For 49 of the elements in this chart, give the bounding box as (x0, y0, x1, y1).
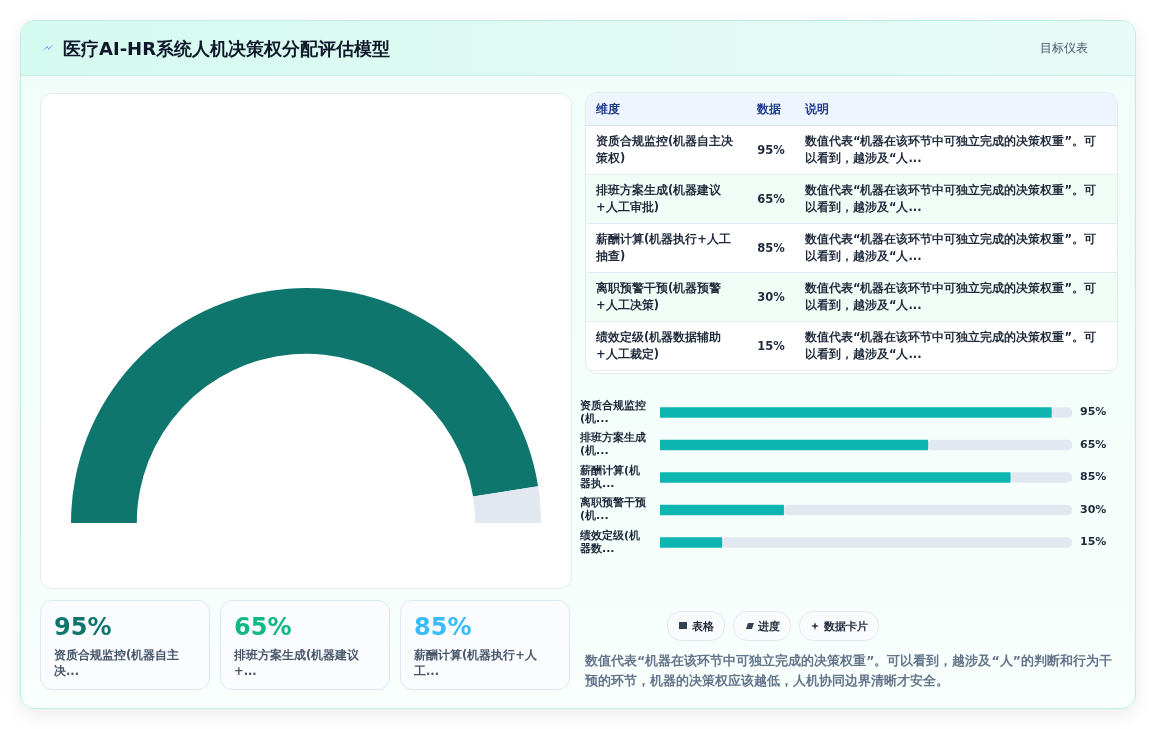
text: 医疗AI-HR系统人机决策权分配评估模型 (63, 37, 391, 61)
bar (721, 537, 1072, 548)
text: 维度 (586, 93, 748, 126)
text: 表格 (692, 618, 714, 634)
bar (783, 504, 1072, 516)
category-label: 资质合规监控(机器自主决策权) (586, 125, 748, 175)
text: 目标仪表 (1040, 40, 1088, 57)
text: 95% (757, 142, 785, 157)
text: 30% (757, 289, 785, 304)
text: 数值代表“机器在该环节中可独立完成的决策权重”。可以看到，越涉及“人”的判断和行为干预的环节，机器的决策权应该越低，人机协同边界清晰才安全。 (585, 652, 1113, 690)
bar (660, 537, 723, 548)
data-label: 65% (1080, 437, 1107, 451)
text: 数据卡片 (824, 618, 868, 634)
data-label: 30% (1080, 502, 1107, 516)
category-label: 离职预警干预(机器预警+人工决策) (586, 272, 748, 322)
text: 数值代表“机器在该环节中可独立完成的决策权重”。可以看到，越涉及“人... (794, 174, 1117, 224)
y-tick-label: 绩效定级(机器数... (579, 528, 641, 555)
category-label: 排班方案生成(机器建议+人工审批) (586, 174, 748, 224)
bar (927, 439, 1072, 451)
category-label: 排班方案生成(机器建议+... (234, 647, 361, 679)
bar (660, 407, 1052, 418)
category-label: 薪酬计算(机器执行+人工抽查) (586, 223, 748, 273)
bar (660, 504, 784, 516)
text: 数值代表“机器在该环节中可独立完成的决策权重”。可以看到，越涉及“人... (794, 321, 1117, 371)
text: 15% (757, 338, 785, 353)
category-label: 资质合规监控(机器自主决... (54, 647, 181, 679)
text: 65% (234, 613, 292, 641)
text: 85% (414, 613, 472, 641)
text: 95% (54, 613, 112, 641)
y-tick-label: 资质合规监控(机... (580, 398, 646, 425)
text: 数值代表“机器在该环节中可独立完成的决策权重”。可以看到，越涉及“人... (794, 272, 1117, 322)
text: 说明 (794, 93, 1117, 126)
data-label: 85% (1080, 470, 1107, 484)
text: 数值代表“机器在该环节中可独立完成的决策权重”。可以看到，越涉及“人... (794, 125, 1117, 175)
bar (1009, 472, 1072, 483)
text: 数值代表“机器在该环节中可独立完成的决策权重”。可以看到，越涉及“人... (794, 223, 1117, 273)
text: 65% (757, 191, 785, 206)
y-tick-label: 排班方案生成(机... (579, 431, 646, 458)
data-label: 95% (1080, 405, 1107, 419)
y-tick-label: 离职预警干预(机... (579, 496, 647, 523)
y-tick-label: 薪酬计算(机器执... (579, 463, 641, 490)
category-label: 绩效定级(机器数据辅助+人工裁定) (586, 321, 748, 371)
bar (660, 439, 929, 451)
bar (660, 472, 1011, 483)
text: 85% (757, 240, 785, 255)
category-label: 薪酬计算(机器执行+人工... (414, 647, 538, 679)
text: 进度 (758, 618, 780, 634)
text: 数据 (747, 93, 795, 126)
data-label: 15% (1080, 535, 1107, 549)
